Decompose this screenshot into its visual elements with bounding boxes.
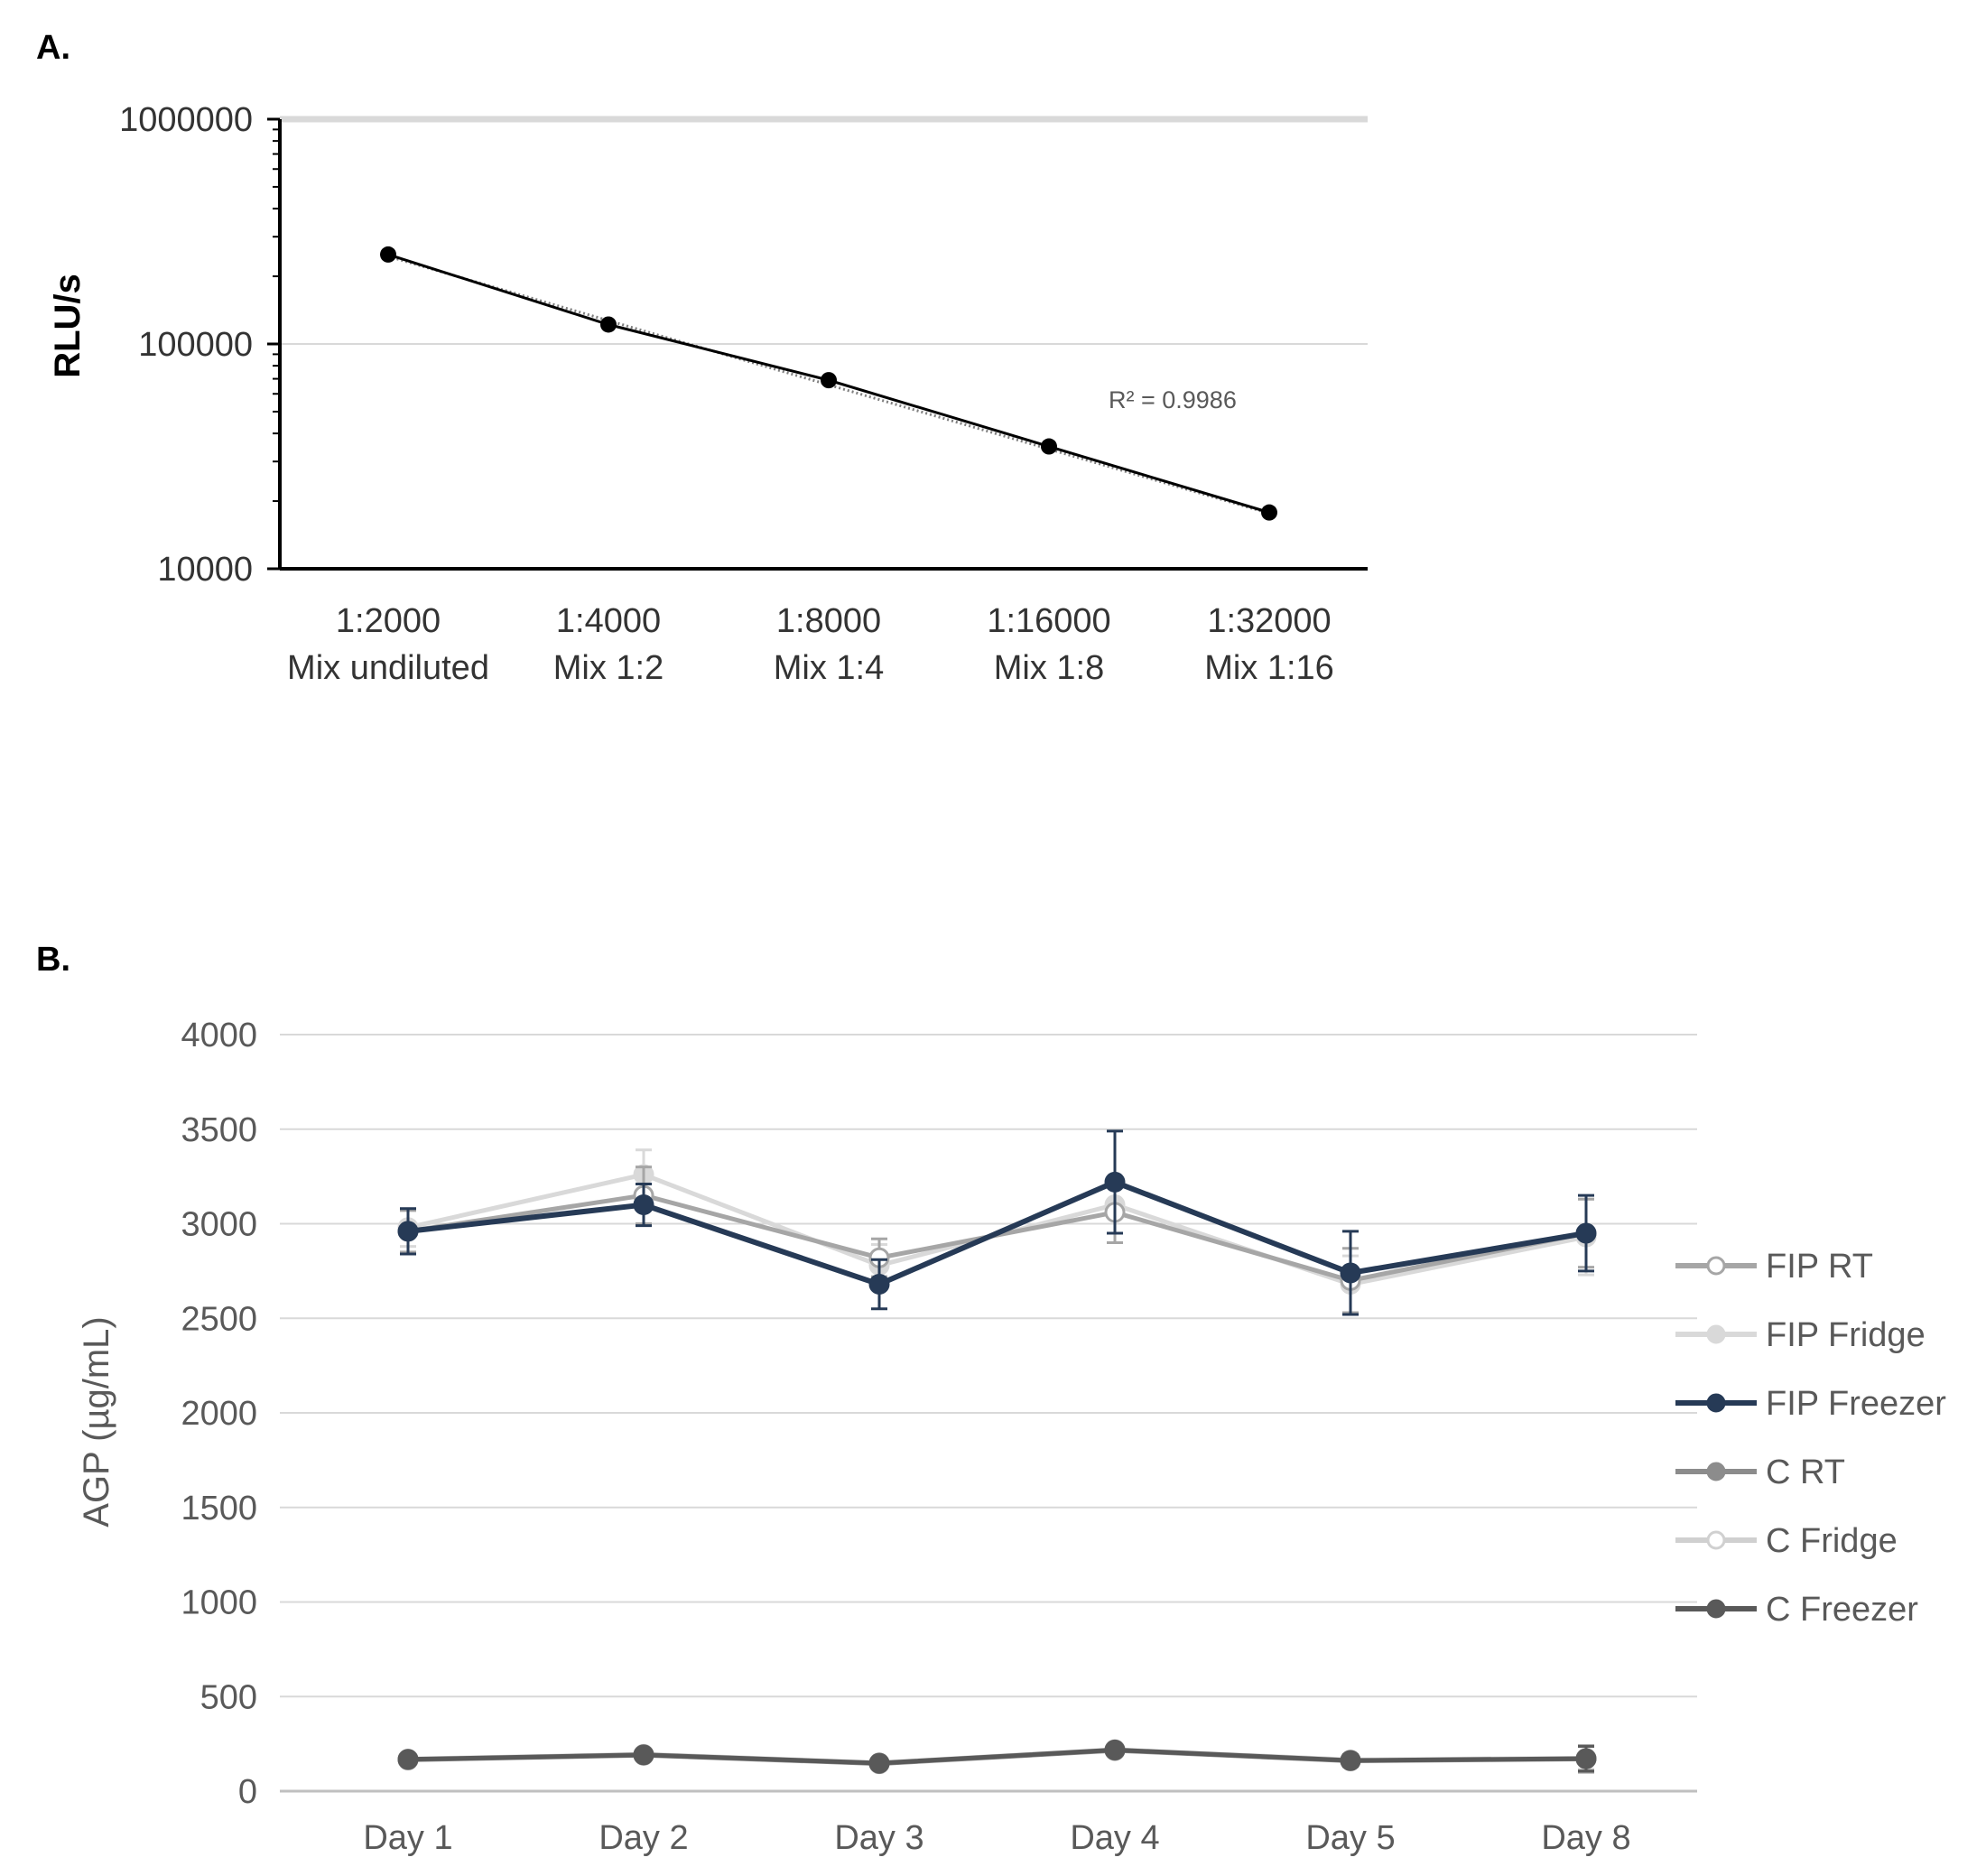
chart-a-y-tick-label: 10000: [157, 551, 253, 589]
chart-b-y-tick-label: 500: [200, 1678, 257, 1716]
chart-b-x-tick-label: Day 3: [834, 1819, 923, 1857]
chart-b-x-tick-label: Day 5: [1305, 1819, 1395, 1857]
chart-b-legend-marker: [1706, 1256, 1726, 1276]
chart-a-data-point: [1261, 504, 1277, 521]
chart-a-x-tick-label: Mix 1:16: [1204, 649, 1334, 687]
chart-b-legend-marker: [1706, 1462, 1726, 1481]
chart-b-data-point: [397, 1221, 419, 1242]
chart-a-x-tick-label: Mix 1:2: [553, 649, 664, 687]
chart-b-legend-item: FIP Freezer: [1675, 1385, 1946, 1423]
chart-a-y-tick-label: 1000000: [119, 101, 253, 139]
chart-b-data-point: [633, 1744, 654, 1766]
chart-b-data-point: [1575, 1222, 1597, 1244]
chart-a-data-point: [1041, 438, 1057, 455]
chart-a-data-point: [821, 372, 837, 389]
chart-b-legend-label: C RT: [1766, 1453, 1845, 1491]
chart-a-y-tick-label: 100000: [138, 326, 253, 364]
chart-b-legend-marker: [1706, 1324, 1726, 1344]
chart-b-legend-label: C Fridge: [1766, 1522, 1898, 1560]
chart-b-series-line: [407, 1179, 1587, 1287]
chart-b-y-tick-label: 0: [238, 1773, 257, 1811]
chart-a-data-point: [380, 246, 396, 263]
chart-b-y-axis-label: AGP (µg/mL): [77, 1316, 116, 1527]
chart-a-x-tick-label: Mix 1:8: [994, 649, 1104, 687]
chart-b-x-tick-label: Day 4: [1070, 1819, 1159, 1857]
chart-b-legend-label: C Freezer: [1766, 1591, 1918, 1629]
chart-b-series-fip-freezer: [397, 1129, 1597, 1316]
panel-a-label: A.: [36, 29, 70, 67]
chart-b-series-c-freezer: [397, 1739, 1597, 1774]
chart-b-x-tick-label: Day 2: [599, 1819, 688, 1857]
chart-b-data-point: [1575, 1748, 1597, 1769]
chart-b-y-tick-label: 4000: [181, 1017, 257, 1054]
chart-b-legend-item: FIP RT: [1675, 1248, 1873, 1286]
chart-b-data-point: [397, 1749, 419, 1770]
chart-b-legend-item: C Fridge: [1675, 1522, 1898, 1560]
chart-b-data-point: [868, 1274, 890, 1296]
chart-b-y-tick-label: 3500: [181, 1111, 257, 1149]
chart-b-y-tick-label: 2500: [181, 1300, 257, 1338]
chart-b-series-line: [407, 1193, 1587, 1283]
chart-b-legend-marker: [1706, 1530, 1726, 1550]
chart-a-data-point: [600, 316, 617, 333]
chart-a-x-tick-label: 1:4000: [556, 602, 661, 640]
chart-b-series-line: [407, 1747, 1587, 1766]
chart-b-data-point: [1340, 1262, 1361, 1284]
chart-a-x-tick-label: 1:2000: [336, 602, 441, 640]
chart-b-data-point: [1340, 1750, 1361, 1771]
chart-b: 0 500 1000 1500 2000 2500 3000 3500 4000 AGP (µg/…: [77, 1017, 1946, 1857]
chart-a: 1000000 100000 10000 RLU/s 1:2000 Mix undilut…: [48, 101, 1368, 687]
chart-b-legend-item: FIP Fridge: [1675, 1316, 1926, 1354]
chart-b-legend-marker: [1706, 1599, 1726, 1619]
panel-b-label: B.: [36, 941, 70, 979]
chart-b-legend-label: FIP RT: [1766, 1248, 1873, 1286]
chart-b-x-tick-label: Day 8: [1541, 1819, 1630, 1857]
chart-a-y-axis-label: RLU/s: [48, 274, 88, 378]
chart-b-legend-label: FIP Freezer: [1766, 1385, 1946, 1423]
chart-a-x-tick-label: 1:16000: [987, 602, 1110, 640]
chart-a-x-tick-label: 1:32000: [1207, 602, 1331, 640]
chart-a-r2-annotation: R² = 0.9986: [1109, 386, 1237, 413]
chart-b-data-point: [868, 1752, 890, 1774]
chart-b-legend-item: C RT: [1675, 1453, 1845, 1491]
chart-a-x-tick-label: 1:8000: [776, 602, 881, 640]
chart-a-x-tick-label: Mix 1:4: [774, 649, 884, 687]
chart-b-y-tick-label: 3000: [181, 1206, 257, 1244]
chart-b-legend-item: C Freezer: [1675, 1591, 1918, 1629]
chart-b-legend-marker: [1706, 1393, 1726, 1413]
chart-a-x-tick-label: Mix undiluted: [287, 649, 489, 687]
chart-b-data-point: [1104, 1171, 1126, 1193]
chart-b-y-tick-label: 1000: [181, 1584, 257, 1622]
chart-b-data-point: [633, 1194, 654, 1216]
chart-b-y-tick-label: 1500: [181, 1490, 257, 1528]
chart-b-x-tick-label: Day 1: [363, 1819, 452, 1857]
chart-b-data-point: [1104, 1739, 1126, 1760]
chart-b-y-tick-label: 2000: [181, 1395, 257, 1433]
chart-b-legend-label: FIP Fridge: [1766, 1316, 1926, 1354]
